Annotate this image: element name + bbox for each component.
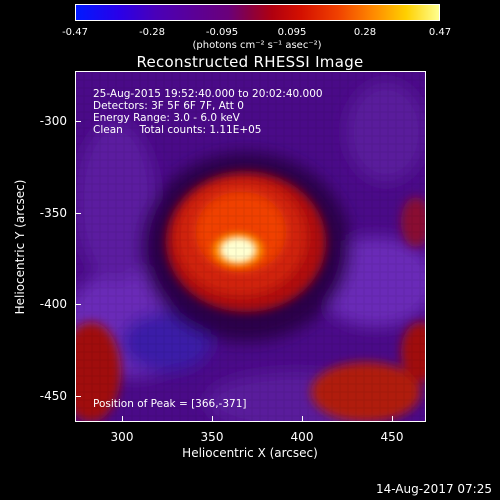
colorbar-tick: 0.095	[277, 27, 307, 38]
y-tick-label: -300	[39, 114, 67, 128]
x-tick-mark	[212, 416, 213, 422]
colorbar-tick: 0.47	[428, 27, 452, 38]
energy-range-text: Energy Range: 3.0 - 6.0 keV	[93, 112, 240, 124]
y-tick-label: -450	[39, 389, 67, 403]
y-tick-label: -400	[39, 297, 67, 311]
x-axis-label: Heliocentric X (arcsec)	[182, 446, 318, 460]
image-title: Reconstructed RHESSI Image	[136, 53, 364, 71]
peak-position-text: Position of Peak = [366,-371]	[93, 398, 247, 410]
x-tick-label: 350	[200, 430, 224, 444]
colorbar-tick: -0.47	[62, 27, 88, 38]
image-canvas	[76, 72, 425, 421]
y-tick-mark	[75, 396, 81, 397]
timestamp: 14-Aug-2017 07:25	[375, 482, 492, 496]
colorbar-tick: -0.095	[205, 27, 239, 38]
x-tick-label: 300	[110, 430, 134, 444]
y-tick-label: -350	[39, 206, 67, 220]
colorbar-tick: 0.28	[353, 27, 377, 38]
y-tick-mark	[75, 121, 81, 122]
colorbar	[75, 4, 440, 21]
colorbar-unit: (photons cm⁻² s⁻¹ asec⁻²)	[192, 40, 322, 51]
x-tick-mark	[122, 416, 123, 422]
y-tick-mark	[75, 213, 81, 214]
x-tick-label: 400	[290, 430, 314, 444]
detectors-text: Detectors: 3F 5F 6F 7F, Att 0	[93, 100, 244, 112]
clean-counts-text: Clean Total counts: 1.11E+05	[93, 124, 262, 136]
x-tick-mark	[392, 416, 393, 422]
x-tick-label: 450	[380, 430, 404, 444]
y-axis-label: Heliocentric Y (arcsec)	[13, 179, 27, 315]
time-range-text: 25-Aug-2015 19:52:40.000 to 20:02:40.000	[93, 88, 323, 100]
rhessi-image	[75, 71, 426, 422]
colorbar-tick: -0.28	[139, 27, 165, 38]
x-tick-mark	[302, 416, 303, 422]
y-tick-mark	[75, 304, 81, 305]
